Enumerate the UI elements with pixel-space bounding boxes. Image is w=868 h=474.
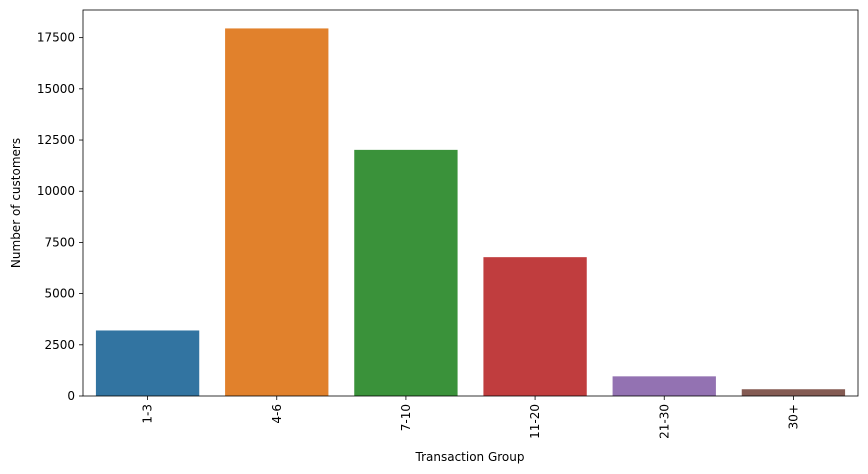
x-tick-label: 1-3 (141, 404, 155, 424)
x-axis-label: Transaction Group (415, 450, 525, 464)
y-tick-label: 10000 (37, 184, 75, 198)
bar-21-30 (612, 376, 716, 396)
bar-1-3 (95, 330, 200, 396)
x-tick-label: 30+ (786, 404, 800, 429)
x-tick-label: 21-30 (657, 404, 671, 439)
y-tick-label: 17500 (37, 31, 75, 45)
x-tick-label: 4-6 (270, 404, 284, 424)
y-tick-label: 7500 (44, 235, 75, 249)
plot-background (83, 10, 858, 396)
y-tick-label: 5000 (44, 287, 75, 301)
y-axis-label: Number of customers (9, 138, 23, 268)
y-tick-label: 15000 (37, 82, 75, 96)
y-axis-ticks: 0 2500 5000 7500 10000 12500 15000 17500 (37, 31, 83, 403)
plot-frame (82, 9, 859, 397)
bar-7-10 (354, 149, 458, 396)
bar-30+ (741, 389, 846, 396)
y-tick-label: 12500 (37, 133, 75, 147)
bar-11-20 (483, 257, 587, 396)
y-tick-label: 2500 (44, 338, 75, 352)
bars-group (95, 28, 846, 396)
x-axis-ticks: 1-3 4-6 7-10 11-20 21-30 30+ (141, 396, 800, 439)
bar-4-6 (225, 28, 329, 396)
x-tick-label: 11-20 (528, 404, 542, 439)
y-tick-label: 0 (67, 389, 75, 403)
x-tick-label: 7-10 (399, 404, 413, 431)
